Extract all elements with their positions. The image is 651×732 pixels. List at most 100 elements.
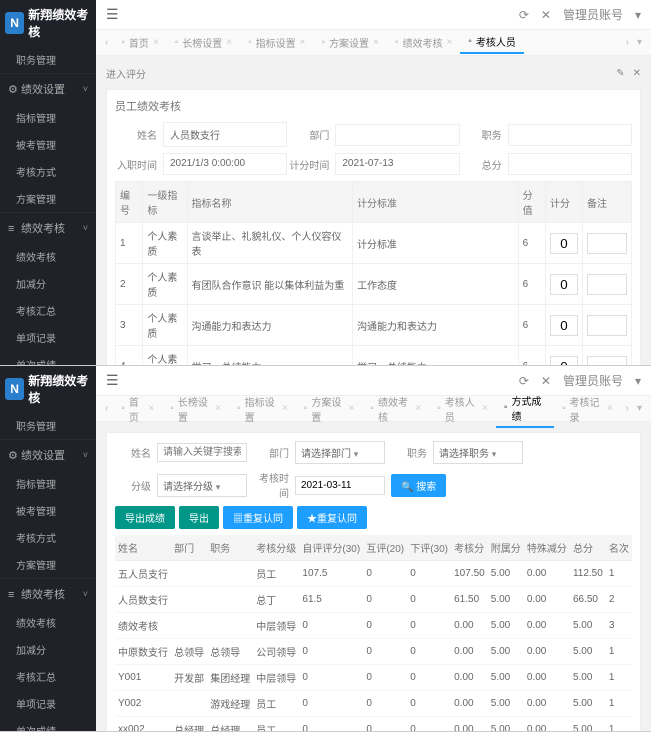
nav-item[interactable]: 加减分	[0, 270, 96, 297]
form-label: 职务	[460, 127, 508, 142]
nav-item[interactable]: 指标管理	[0, 104, 96, 131]
nav-item[interactable]: 加减分	[0, 636, 96, 663]
tab[interactable]: ◦考核人员 ×	[429, 390, 496, 428]
action-button[interactable]: ▦重复认同	[223, 506, 293, 529]
score-input[interactable]	[550, 274, 578, 295]
nav-group[interactable]: ⚙ 绩效设置˅	[0, 439, 96, 470]
hamburger-icon[interactable]: ☰	[106, 6, 119, 23]
col-header: 特殊减分	[524, 535, 570, 561]
tab-menu-icon[interactable]: ▾	[634, 403, 645, 414]
search-button[interactable]: 🔍 搜索	[391, 474, 446, 497]
action-button[interactable]: 导出	[179, 506, 219, 529]
nav-item[interactable]: 指标管理	[0, 470, 96, 497]
score-input[interactable]	[550, 356, 578, 366]
brand-text: 新翔绩效考核	[28, 6, 91, 40]
tab[interactable]: ◦长榜设置 ×	[167, 31, 240, 54]
nav-item[interactable]: 方案管理	[0, 551, 96, 578]
nav-item[interactable]: 绩效考核	[0, 243, 96, 270]
tab-next-icon[interactable]: ›	[623, 403, 632, 414]
table-row: 4个人素质学习、总结能力学习、总结能力6	[116, 346, 632, 366]
filter-card: 姓名 部门 请选择部门 ▾ 职务 请选择职务 ▾ 分级 请选择分级 ▾ 考核时间…	[106, 432, 641, 731]
tabbar: ‹ ◦首页 ×◦长榜设置 ×◦指标设置 ×◦方案设置 ×◦绩效考核 ×◦考核人员…	[96, 30, 651, 56]
form-label: 姓名	[115, 127, 163, 142]
filter-time-input[interactable]	[295, 476, 385, 495]
table-row[interactable]: xx002总经理总经理员工0000.005.000.005.001	[115, 717, 632, 732]
nav-item[interactable]: 绩效考核	[0, 609, 96, 636]
action-button[interactable]: 导出成绩	[115, 506, 175, 529]
table-row[interactable]: 绩效考核中层领导0000.005.000.005.003	[115, 613, 632, 639]
filter-dept-select[interactable]: 请选择部门 ▾	[295, 441, 385, 464]
table-row[interactable]: 中原数支行总领导总领导公司领导0000.005.000.005.001	[115, 639, 632, 665]
edit-icon[interactable]: ✎	[616, 68, 624, 79]
col-header: 计分标准	[353, 182, 519, 223]
nav-item[interactable]: 单次成绩	[0, 351, 96, 366]
tab-next-icon[interactable]: ›	[623, 37, 632, 48]
tab-prev-icon[interactable]: ‹	[102, 403, 111, 414]
action-button[interactable]: ★重复认同	[297, 506, 367, 529]
tab[interactable]: ◦考核记录 ×	[554, 390, 621, 428]
tab-prev-icon[interactable]: ‹	[102, 37, 111, 48]
remark-input[interactable]	[587, 233, 627, 254]
table-row[interactable]: 人员数支行总丁61.50061.505.000.0066.502	[115, 587, 632, 613]
nav-item[interactable]: 职务管理	[0, 46, 96, 73]
remark-input[interactable]	[587, 315, 627, 336]
topbar: ☰ ⟳ ✕ 管理员账号 ▾	[96, 0, 651, 30]
tab[interactable]: ◦方案设置 ×	[314, 31, 387, 54]
refresh-icon[interactable]: ⟳	[519, 374, 529, 388]
refresh-icon[interactable]: ⟳	[519, 8, 529, 22]
tab[interactable]: ◦方案设置 ×	[296, 390, 363, 428]
user-label[interactable]: 管理员账号	[563, 372, 623, 389]
remark-input[interactable]	[587, 356, 627, 366]
tab[interactable]: ◦首页 ×	[113, 390, 162, 428]
nav-group[interactable]: ≡ 绩效考核˅	[0, 212, 96, 243]
nav-item[interactable]: 单项记录	[0, 324, 96, 351]
col-header: 部门	[171, 535, 207, 561]
tab[interactable]: ◦指标设置 ×	[240, 31, 313, 54]
nav-item[interactable]: 被考管理	[0, 131, 96, 158]
tab[interactable]: ◦指标设置 ×	[229, 390, 296, 428]
nav-item[interactable]: 单次成绩	[0, 717, 96, 732]
remark-input[interactable]	[587, 274, 627, 295]
sidebar: N 新翔绩效考核 职务管理⚙ 绩效设置˅指标管理被考管理考核方式方案管理≡ 绩效…	[0, 366, 96, 731]
nav-item[interactable]: 被考管理	[0, 497, 96, 524]
filter-dept-label: 部门	[253, 445, 289, 460]
nav-item[interactable]: 方案管理	[0, 185, 96, 212]
tab[interactable]: ◦方式成绩	[496, 390, 554, 428]
col-header: 职务	[207, 535, 253, 561]
nav-item[interactable]: 职务管理	[0, 412, 96, 439]
filter-role-select[interactable]: 请选择职务 ▾	[433, 441, 523, 464]
user-dropdown-icon[interactable]: ▾	[635, 374, 641, 388]
hamburger-icon[interactable]: ☰	[106, 372, 119, 389]
close-icon[interactable]: ✕	[541, 374, 551, 388]
form-value: 2021/1/3 0:00:00	[163, 153, 287, 175]
user-label[interactable]: 管理员账号	[563, 6, 623, 23]
table-row[interactable]: Y002游戏经理员工0000.005.000.005.001	[115, 691, 632, 717]
user-dropdown-icon[interactable]: ▾	[635, 8, 641, 22]
close-icon[interactable]: ✕	[541, 8, 551, 22]
col-header: 一级指标	[143, 182, 187, 223]
tab[interactable]: ◦绩效考核 ×	[362, 390, 429, 428]
tab-menu-icon[interactable]: ▾	[634, 37, 645, 48]
score-input[interactable]	[550, 233, 578, 254]
filter-class-select[interactable]: 请选择分级 ▾	[157, 474, 247, 497]
nav-item[interactable]: 考核方式	[0, 158, 96, 185]
nav-item[interactable]: 考核方式	[0, 524, 96, 551]
score-input[interactable]	[550, 315, 578, 336]
tab[interactable]: ◦首页 ×	[113, 31, 166, 54]
nav-item[interactable]: 单项记录	[0, 690, 96, 717]
filter-name-input[interactable]	[157, 443, 247, 462]
nav-group[interactable]: ⚙ 绩效设置˅	[0, 73, 96, 104]
tab[interactable]: ◦长榜设置 ×	[162, 390, 229, 428]
col-header: 备注	[582, 182, 631, 223]
nav-item[interactable]: 考核汇总	[0, 663, 96, 690]
col-header: 分值	[518, 182, 545, 223]
nav-group[interactable]: ≡ 绩效考核˅	[0, 578, 96, 609]
table-row[interactable]: Y001开发部集团经理中层领导0000.005.000.005.001	[115, 665, 632, 691]
filter-role-label: 职务	[391, 445, 427, 460]
tab[interactable]: ◦考核人员	[460, 31, 524, 54]
panel-close-icon[interactable]: ✕	[633, 68, 641, 79]
table-row[interactable]: 五人员支行员工107.500107.505.000.00112.501	[115, 561, 632, 587]
tab[interactable]: ◦绩效考核 ×	[387, 31, 460, 54]
col-header: 附属分	[488, 535, 524, 561]
nav-item[interactable]: 考核汇总	[0, 297, 96, 324]
